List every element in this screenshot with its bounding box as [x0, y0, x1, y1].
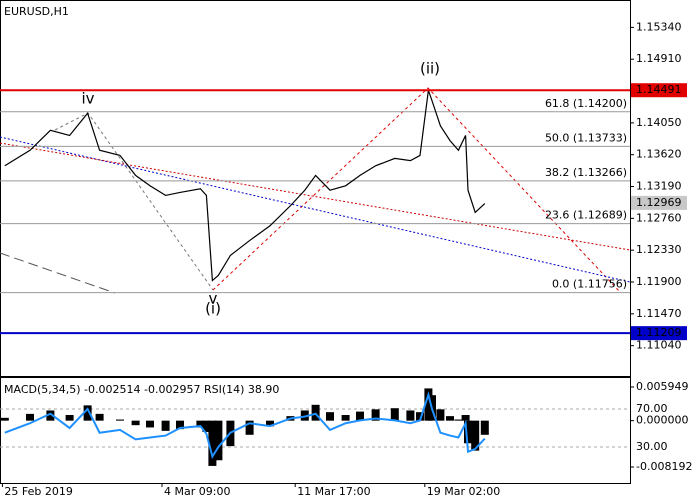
macd-bar	[266, 420, 274, 427]
x-tick-label: 4 Mar 09:00	[164, 485, 230, 498]
macd-bar	[454, 419, 463, 421]
x-tick-label: 25 Feb 2019	[4, 485, 72, 498]
price-frame	[0, 0, 631, 377]
y-tick-label: -0.008192	[636, 460, 692, 473]
macd-bar	[480, 420, 489, 435]
macd-bar	[416, 412, 424, 421]
x-tick-label: 11 Mar 17:00	[297, 485, 370, 498]
macd-bar	[245, 420, 254, 435]
macd-bar	[390, 408, 399, 421]
wave-label: (i)	[205, 300, 221, 318]
fib-label: 61.8 (1.14200)	[545, 97, 627, 110]
y-tick-label: 0.005949	[636, 380, 689, 393]
macd-bar	[65, 414, 74, 421]
macd-bar	[436, 409, 445, 421]
y-tick-label: 1.11470	[636, 307, 682, 320]
y2-tick-label: 70.00	[636, 402, 668, 415]
macd-bar	[406, 410, 415, 421]
y-tick-label: 0.000000	[636, 414, 689, 427]
y-tick-label: 1.13190	[636, 180, 682, 193]
macd-bar	[176, 420, 184, 430]
macd-bar	[131, 420, 140, 426]
macd-bar	[208, 420, 217, 466]
macd-bar	[461, 414, 470, 421]
y-tick-label: 1.11040	[636, 339, 682, 352]
macd-bar	[26, 413, 34, 421]
fib-label: 38.2 (1.13266)	[545, 166, 627, 179]
y2-tick-label: 30.00	[636, 440, 668, 453]
macd-bar	[0, 417, 9, 421]
macd-bar	[446, 416, 454, 421]
y-tick-label: 1.11900	[636, 275, 682, 288]
indicator-frame	[0, 377, 631, 484]
price-line	[4, 90, 486, 282]
indicator-title: MACD(5,34,5) -0.002514 -0.002957 RSI(14)…	[4, 383, 279, 396]
fib-label: 0.0 (1.11756)	[552, 278, 627, 291]
macd-bar	[371, 409, 380, 421]
macd-bar	[356, 411, 364, 421]
price-box	[631, 195, 687, 210]
macd-bar	[214, 420, 223, 461]
macd-bar	[116, 419, 124, 421]
y-tick-label: 1.15340	[636, 20, 682, 33]
price-box-label: 1.11209	[636, 326, 682, 339]
macd-bar	[83, 405, 92, 421]
channel-line	[0, 142, 631, 251]
macd-bar	[471, 420, 480, 451]
y-tick-label: 1.13620	[636, 148, 682, 161]
macd-bar	[95, 413, 104, 421]
macd-bar	[202, 420, 211, 432]
macd-bar	[46, 410, 55, 421]
macd-bar	[146, 420, 154, 428]
wave-label: (ii)	[420, 60, 440, 78]
price-box	[631, 83, 687, 98]
y-tick-label: 1.14050	[636, 116, 682, 129]
macd-bar	[464, 420, 472, 444]
macd-bar	[341, 414, 350, 421]
fib-label: 50.0 (1.13733)	[545, 131, 627, 144]
wave-label: iv	[81, 90, 94, 108]
y-tick-label: 1.14910	[636, 52, 682, 65]
wave-label: v	[209, 290, 218, 308]
price-box-label: 1.14491	[636, 83, 682, 96]
price-box-label: 1.12969	[636, 196, 682, 209]
rsi-line	[4, 391, 486, 459]
macd-bar	[196, 420, 205, 428]
macd-bar	[326, 412, 334, 421]
macd-bar	[161, 420, 170, 431]
chart-title: EURUSD,H1	[4, 5, 69, 18]
x-tick-label: 19 Mar 02:00	[427, 485, 500, 498]
y-tick-label: 1.12330	[636, 243, 682, 256]
price-box	[631, 326, 687, 341]
channel-line	[0, 252, 116, 294]
y-tick-label: 1.12760	[636, 211, 682, 224]
fib-label: 23.6 (1.12689)	[545, 209, 627, 222]
